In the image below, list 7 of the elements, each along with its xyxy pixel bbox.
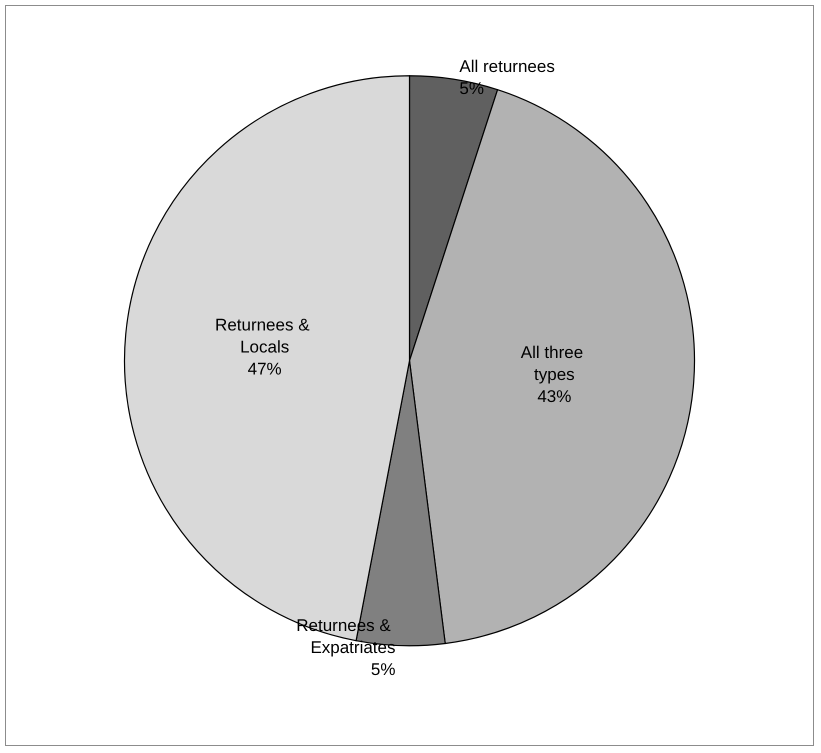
data-label: 43% <box>537 386 572 406</box>
data-label: 5% <box>459 78 484 98</box>
data-label: 47% <box>248 360 282 379</box>
slice-label: All returnees <box>459 56 555 76</box>
data-label: 5% <box>370 660 396 680</box>
slice-label: Returnees & Locals <box>215 316 314 357</box>
slice-label: All three types <box>520 342 588 384</box>
